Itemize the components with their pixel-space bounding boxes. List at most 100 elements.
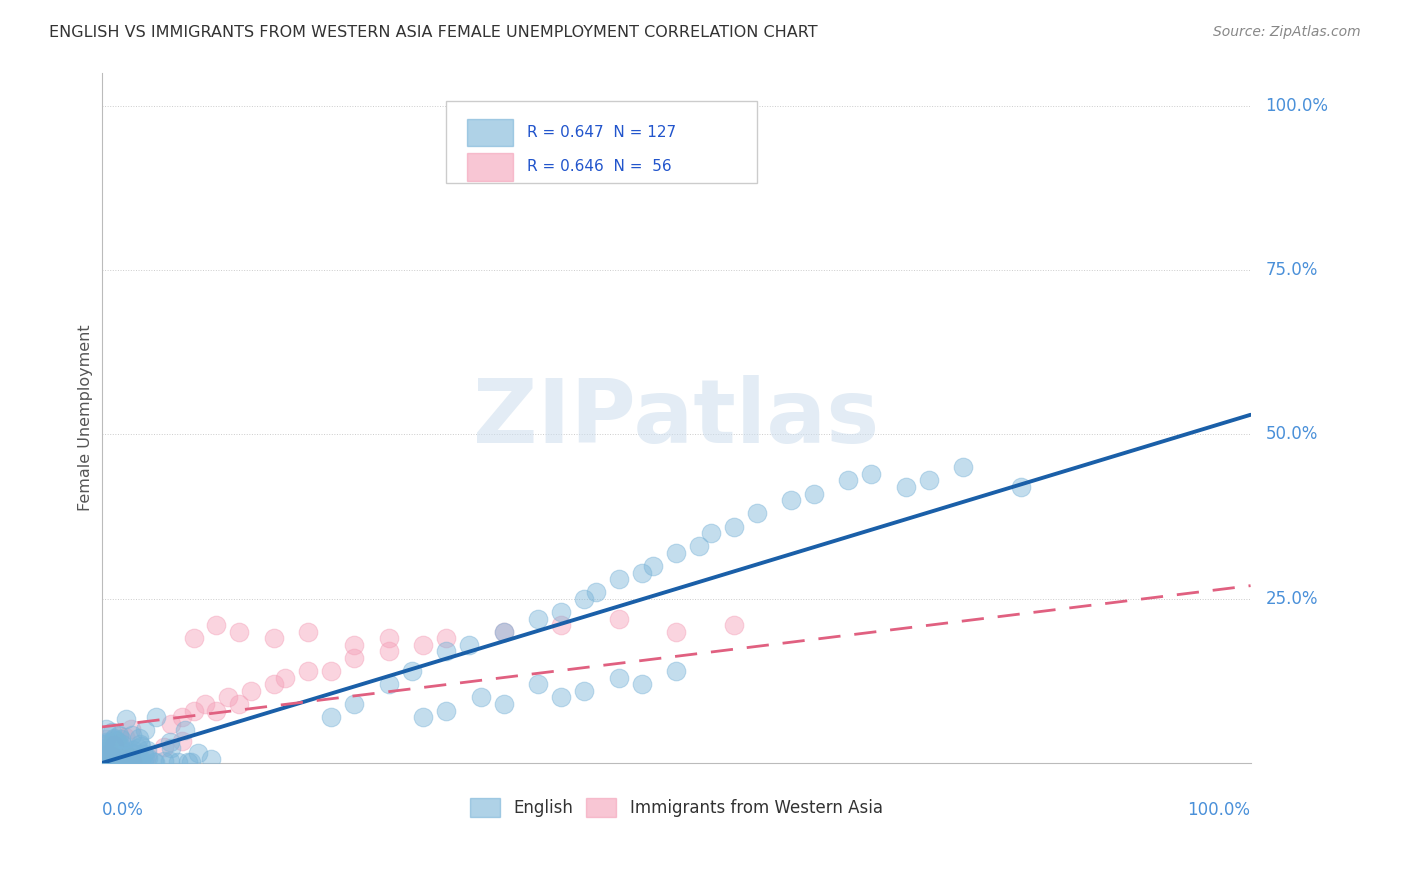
- Point: [723, 618, 745, 632]
- Point: [104, 756, 127, 770]
- Point: [607, 572, 630, 586]
- Point: [607, 611, 630, 625]
- Point: [98, 751, 121, 765]
- Point: [94, 735, 117, 749]
- Point: [120, 722, 142, 736]
- Point: [121, 754, 143, 768]
- Point: [91, 756, 114, 770]
- Point: [297, 624, 319, 639]
- Point: [378, 632, 401, 646]
- Point: [96, 752, 118, 766]
- Point: [105, 737, 128, 751]
- Point: [170, 733, 193, 747]
- Point: [699, 526, 721, 541]
- Point: [205, 704, 228, 718]
- Point: [105, 734, 128, 748]
- Point: [803, 486, 825, 500]
- Point: [630, 566, 652, 580]
- Point: [120, 751, 142, 765]
- Point: [118, 749, 141, 764]
- Point: [105, 755, 128, 769]
- Point: [108, 749, 131, 764]
- Point: [194, 697, 217, 711]
- Point: [110, 743, 132, 757]
- Point: [492, 624, 515, 639]
- Point: [97, 754, 120, 768]
- Point: [187, 746, 209, 760]
- Point: [103, 756, 125, 770]
- Point: [91, 738, 114, 752]
- Text: R = 0.647  N = 127: R = 0.647 N = 127: [527, 125, 676, 140]
- Point: [177, 756, 200, 770]
- Point: [107, 754, 129, 768]
- Point: [100, 752, 122, 766]
- Point: [105, 747, 128, 761]
- FancyBboxPatch shape: [467, 153, 513, 181]
- Point: [122, 747, 145, 762]
- Point: [125, 754, 148, 768]
- Point: [550, 690, 572, 705]
- Point: [94, 723, 117, 737]
- Point: [103, 731, 125, 746]
- Point: [183, 704, 205, 718]
- Point: [127, 751, 149, 765]
- Point: [153, 754, 176, 768]
- Y-axis label: Female Unemployment: Female Unemployment: [79, 325, 93, 511]
- Point: [91, 742, 114, 756]
- Point: [837, 474, 859, 488]
- Point: [104, 736, 127, 750]
- Point: [200, 752, 222, 766]
- Point: [111, 756, 134, 770]
- Point: [180, 756, 202, 770]
- Text: 25.0%: 25.0%: [1265, 590, 1317, 607]
- Point: [527, 611, 550, 625]
- Point: [132, 747, 155, 761]
- Point: [121, 728, 143, 742]
- Point: [101, 756, 124, 770]
- Point: [129, 737, 152, 751]
- Point: [103, 739, 125, 753]
- Point: [745, 507, 768, 521]
- Point: [142, 756, 165, 770]
- Legend: English, Immigrants from Western Asia: English, Immigrants from Western Asia: [463, 791, 889, 824]
- Point: [159, 754, 181, 768]
- Point: [112, 748, 135, 763]
- Point: [1010, 480, 1032, 494]
- Point: [108, 755, 131, 769]
- Point: [688, 539, 710, 553]
- Point: [110, 751, 132, 765]
- Point: [93, 737, 115, 751]
- Point: [665, 664, 688, 678]
- Point: [136, 743, 159, 757]
- Point: [115, 713, 138, 727]
- Point: [93, 741, 115, 756]
- Point: [91, 753, 114, 767]
- Point: [343, 638, 366, 652]
- Point: [174, 723, 197, 737]
- Point: [96, 743, 118, 757]
- Point: [458, 638, 481, 652]
- Point: [378, 677, 401, 691]
- Point: [723, 519, 745, 533]
- Point: [94, 745, 117, 759]
- Point: [860, 467, 883, 481]
- Point: [228, 697, 250, 711]
- Point: [343, 697, 366, 711]
- Point: [952, 460, 974, 475]
- Point: [91, 748, 114, 763]
- Point: [100, 745, 122, 759]
- Point: [101, 755, 124, 769]
- Point: [321, 664, 343, 678]
- Point: [159, 716, 181, 731]
- Point: [470, 690, 492, 705]
- Point: [134, 749, 156, 764]
- Point: [145, 710, 167, 724]
- Point: [665, 546, 688, 560]
- Point: [91, 749, 114, 764]
- Point: [101, 737, 124, 751]
- Point: [894, 480, 917, 494]
- Point: [321, 710, 343, 724]
- Text: R = 0.646  N =  56: R = 0.646 N = 56: [527, 160, 671, 174]
- Point: [274, 671, 297, 685]
- Text: 50.0%: 50.0%: [1265, 425, 1317, 443]
